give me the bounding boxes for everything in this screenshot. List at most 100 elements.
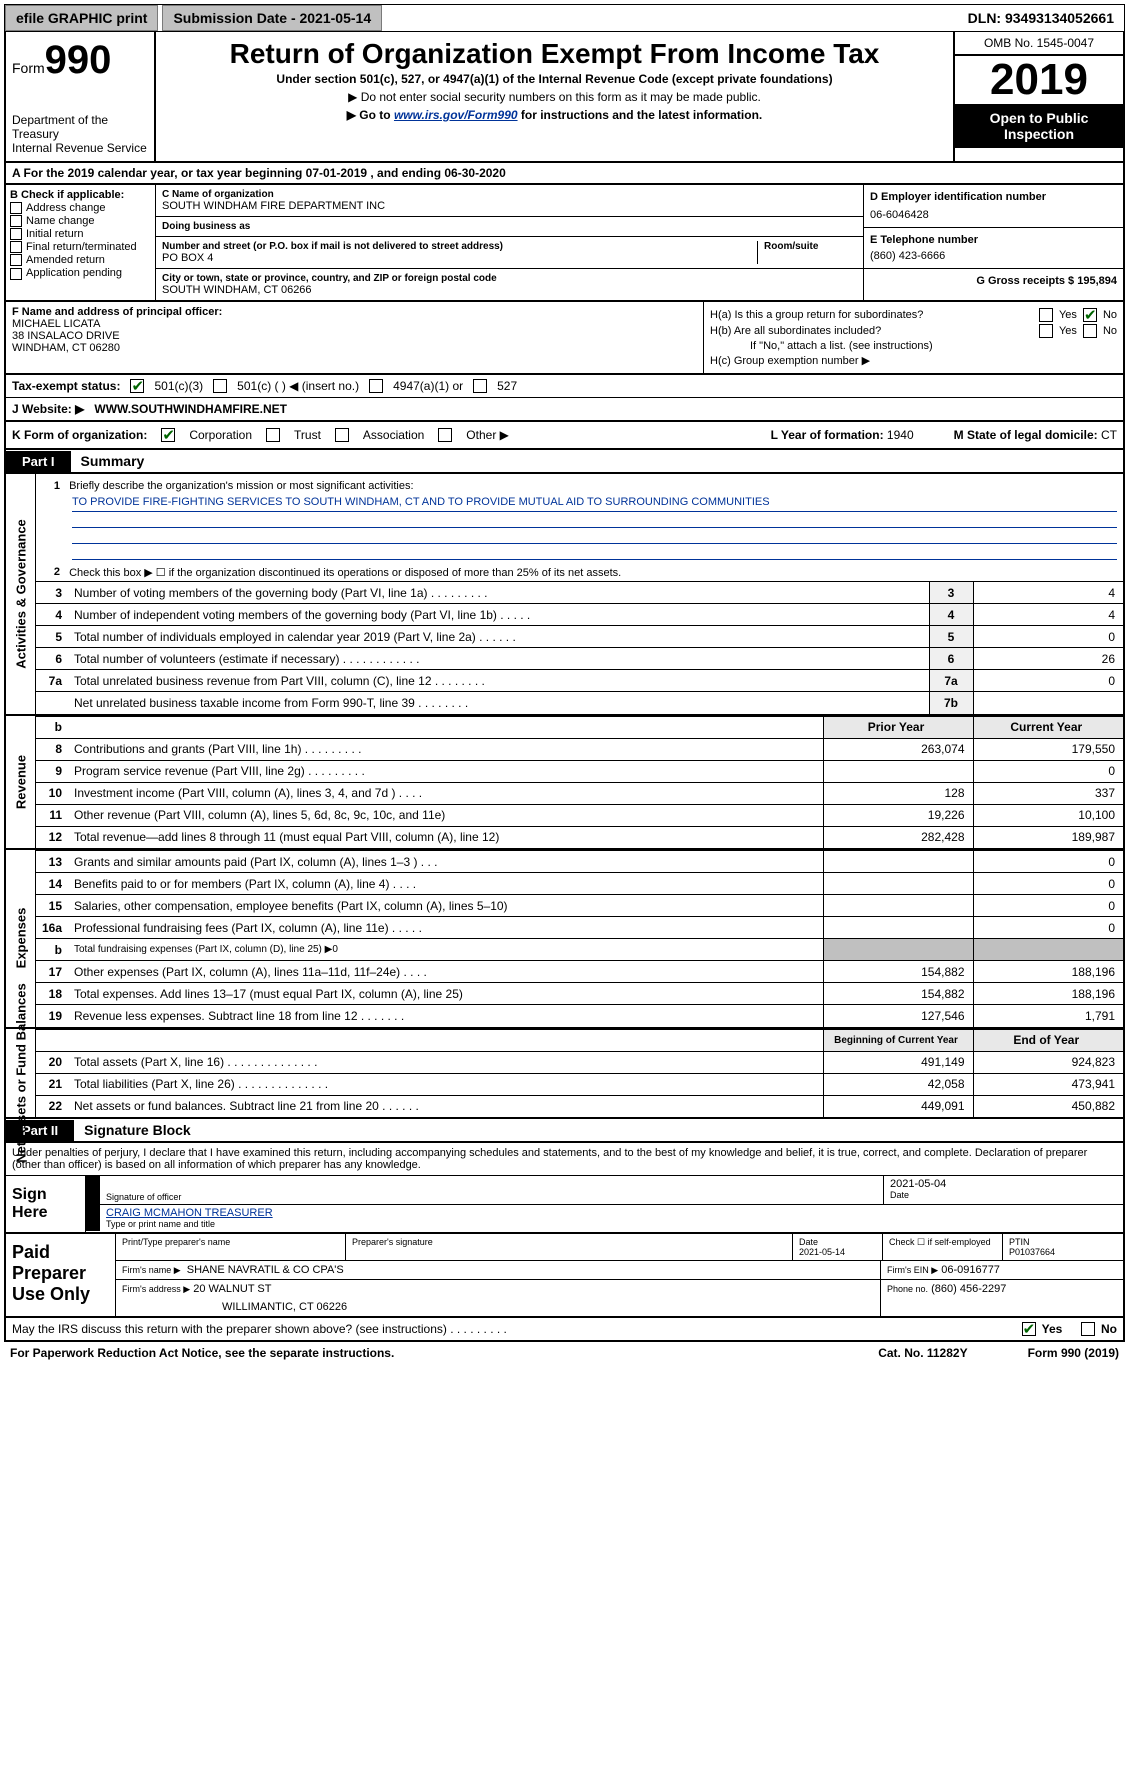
ha-yes-label: Yes xyxy=(1059,309,1077,321)
line-value: 4 xyxy=(973,582,1123,604)
chk-address-change[interactable]: Address change xyxy=(10,202,151,214)
line-num: 12 xyxy=(36,826,70,848)
irs-link[interactable]: www.irs.gov/Form990 xyxy=(394,108,518,122)
beginning-year-hdr: Beginning of Current Year xyxy=(823,1029,973,1051)
ein-cell: D Employer identification number 06-6046… xyxy=(864,185,1123,228)
line-num: 3 xyxy=(36,582,70,604)
line-text: Total liabilities (Part X, line 26) . . … xyxy=(70,1073,823,1095)
net-assets-section: Net Assets or Fund Balances Beginning of… xyxy=(4,1029,1125,1120)
table-row: 15Salaries, other compensation, employee… xyxy=(36,895,1123,917)
line-box: 7a xyxy=(929,670,973,692)
chk-initial-return[interactable]: Initial return xyxy=(10,228,151,240)
chk-trust[interactable] xyxy=(266,428,280,442)
line-num: 5 xyxy=(36,626,70,648)
current-value: 337 xyxy=(973,782,1123,804)
ha-yes-checkbox[interactable] xyxy=(1039,308,1053,322)
chk-4947[interactable] xyxy=(369,379,383,393)
h-print: Print/Type preparer's name xyxy=(116,1234,346,1260)
chk-corporation[interactable] xyxy=(161,428,175,442)
officer-name: MICHAEL LICATA xyxy=(12,318,697,330)
chk-association[interactable] xyxy=(335,428,349,442)
line-value xyxy=(973,692,1123,714)
org-name: SOUTH WINDHAM FIRE DEPARTMENT INC xyxy=(162,200,857,212)
h-a-line: H(a) Is this a group return for subordin… xyxy=(710,308,1117,322)
dln: DLN: 93493134052661 xyxy=(958,6,1124,30)
line-num: 21 xyxy=(36,1073,70,1095)
lbl-501c: 501(c) ( ) ◀ (insert no.) xyxy=(237,379,359,393)
ha-no-checkbox[interactable] xyxy=(1083,308,1097,322)
chk-application-pending[interactable]: Application pending xyxy=(10,267,151,279)
revenue-table: b Prior Year Current Year 8Contributions… xyxy=(36,716,1123,849)
col-d-e-g: D Employer identification number 06-6046… xyxy=(863,185,1123,300)
side-net-assets: Net Assets or Fund Balances xyxy=(6,1029,36,1118)
gross-label: G Gross receipts $ xyxy=(976,275,1074,287)
part-i-header: Part I Summary xyxy=(4,450,1125,474)
part-ii-header: Part II Signature Block xyxy=(4,1119,1125,1143)
hdr-b: b xyxy=(36,716,70,738)
chk-527[interactable] xyxy=(473,379,487,393)
current-value: 10,100 xyxy=(973,804,1123,826)
chk-other[interactable] xyxy=(438,428,452,442)
line-text: Net assets or fund balances. Subtract li… xyxy=(70,1095,823,1117)
hc-text: H(c) Group exemption number ▶ xyxy=(710,354,870,367)
ein-label: D Employer identification number xyxy=(870,191,1117,203)
discuss-yes-checkbox[interactable] xyxy=(1022,1322,1036,1336)
efile-print-button[interactable]: efile GRAPHIC print xyxy=(5,5,158,31)
name-title-label: Type or print name and title xyxy=(106,1219,1117,1229)
hb-yes-checkbox[interactable] xyxy=(1039,324,1053,338)
prior-value: 42,058 xyxy=(823,1073,973,1095)
sig-arrow-1 xyxy=(86,1176,100,1204)
chk-name-change[interactable]: Name change xyxy=(10,215,151,227)
h-date: Date2021-05-14 xyxy=(793,1234,883,1260)
dba-cell: Doing business as xyxy=(156,217,863,237)
firm-name-row: Firm's name ▶ SHANE NAVRATIL & CO CPA'S … xyxy=(116,1261,1123,1280)
chk-amended[interactable]: Amended return xyxy=(10,254,151,266)
table-row: 18Total expenses. Add lines 13–17 (must … xyxy=(36,983,1123,1005)
hb-no-checkbox[interactable] xyxy=(1083,324,1097,338)
firm-city: WILLIMANTIC, CT 06226 xyxy=(122,1301,874,1313)
year-formation: 1940 xyxy=(887,428,914,442)
chk-final-return[interactable]: Final return/terminated xyxy=(10,241,151,253)
col-b-checkboxes: B Check if applicable: Address change Na… xyxy=(6,185,156,300)
phone-label: E Telephone number xyxy=(870,234,1117,246)
mission-text: TO PROVIDE FIRE-FIGHTING SERVICES TO SOU… xyxy=(72,496,1117,512)
prior-value: 19,226 xyxy=(823,804,973,826)
line-1-num: 1 xyxy=(42,480,66,492)
line-num xyxy=(36,692,70,714)
table-row: 3Number of voting members of the governi… xyxy=(36,582,1123,604)
sig-arrow-2 xyxy=(86,1205,100,1231)
signature-block: Under penalties of perjury, I declare th… xyxy=(4,1143,1125,1234)
line-num: 9 xyxy=(36,760,70,782)
block-b-through-g: B Check if applicable: Address change Na… xyxy=(4,185,1125,302)
h-sig: Preparer's signature xyxy=(346,1234,793,1260)
chk-501c3[interactable] xyxy=(130,379,144,393)
prior-value: 491,149 xyxy=(823,1051,973,1073)
website-value: WWW.SOUTHWINDHAMFIRE.NET xyxy=(94,402,287,416)
line-text: Number of voting members of the governin… xyxy=(70,582,929,604)
chk-501c[interactable] xyxy=(213,379,227,393)
governance-table: 3Number of voting members of the governi… xyxy=(36,581,1123,714)
city-value: SOUTH WINDHAM, CT 06266 xyxy=(162,284,857,296)
note2-post: for instructions and the latest informat… xyxy=(518,108,763,122)
prior-value: 282,428 xyxy=(823,826,973,848)
line-num: 15 xyxy=(36,895,70,917)
current-value: 179,550 xyxy=(973,738,1123,760)
state-domicile-label: M State of legal domicile: xyxy=(954,428,1098,442)
form-title: Return of Organization Exempt From Incom… xyxy=(162,38,947,70)
discuss-no-checkbox[interactable] xyxy=(1081,1322,1095,1336)
officer-signature-line: Signature of officer 2021-05-04 Date xyxy=(86,1176,1123,1205)
dba-label: Doing business as xyxy=(162,221,857,232)
col-c-org-info: C Name of organization SOUTH WINDHAM FIR… xyxy=(156,185,863,300)
address-cell: Number and street (or P.O. box if mail i… xyxy=(156,237,863,269)
form-ref: Form 990 (2019) xyxy=(1028,1346,1119,1360)
mission-blank-2 xyxy=(72,528,1117,544)
h-chk: Check ☐ if self-employed xyxy=(883,1234,1003,1260)
line-num: 17 xyxy=(36,961,70,983)
current-value: 188,196 xyxy=(973,983,1123,1005)
table-row: 10Investment income (Part VIII, column (… xyxy=(36,782,1123,804)
officer-name-title[interactable]: CRAIG MCMAHON TREASURER xyxy=(106,1207,273,1219)
line-value: 4 xyxy=(973,604,1123,626)
col-f-officer: F Name and address of principal officer:… xyxy=(6,302,703,373)
revenue-header-row: b Prior Year Current Year xyxy=(36,716,1123,738)
note-link: ▶ Go to www.irs.gov/Form990 for instruct… xyxy=(162,108,947,122)
